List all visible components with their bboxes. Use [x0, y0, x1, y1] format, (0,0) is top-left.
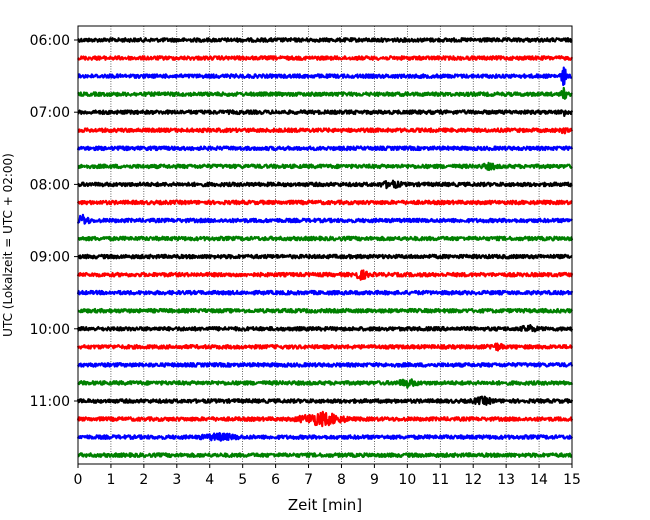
x-axis: 0 1 2 3 4 5 6 7 8 9 10 11 12 13 14 15	[74, 464, 581, 488]
trace-row-10:15	[76, 342, 574, 352]
trace-row-08:15	[76, 199, 573, 206]
trace-row-08:45	[77, 235, 574, 242]
x-tick-label: 12	[464, 472, 482, 488]
x-tick-label: 8	[337, 472, 346, 488]
trace-row-07:30	[76, 145, 574, 152]
trace-row-07:00	[77, 109, 574, 117]
plot-area	[78, 26, 572, 464]
trace-row-10:30	[76, 362, 574, 368]
x-tick-label: 1	[106, 472, 115, 488]
x-tick-label: 7	[304, 472, 313, 488]
x-tick-label: 6	[271, 472, 280, 488]
y-tick-label: 11:00	[30, 394, 70, 410]
trace-row-08:00	[77, 179, 573, 190]
trace-row-09:30	[76, 289, 574, 296]
x-tick-label: 11	[431, 472, 449, 488]
grid-lines	[110, 26, 540, 464]
x-tick-label: 2	[139, 472, 148, 488]
y-axis: 06:00 07:00 08:00 09:00 10:00 11:00	[30, 33, 78, 410]
y-tick-label: 10:00	[30, 322, 70, 338]
trace-row-11:00	[76, 395, 574, 406]
x-tick-label: 5	[238, 472, 247, 488]
x-tick-label: 13	[497, 472, 515, 488]
trace-row-10:00	[76, 324, 574, 333]
trace-row-11:45	[77, 452, 573, 459]
x-tick-label: 14	[530, 472, 548, 488]
x-tick-label: 0	[74, 472, 83, 488]
x-tick-label: 3	[172, 472, 181, 488]
trace-row-06:00	[76, 37, 573, 43]
trace-row-11:15	[76, 410, 574, 428]
trace-row-06:45	[77, 86, 573, 100]
y-tick-label: 07:00	[30, 105, 70, 121]
trace-row-09:15	[76, 269, 574, 281]
y-tick-label: 06:00	[30, 33, 70, 49]
x-tick-label: 10	[398, 472, 416, 488]
x-tick-label: 15	[563, 472, 581, 488]
trace-row-06:15	[76, 55, 574, 61]
trace-group	[76, 37, 574, 459]
trace-row-09:45	[77, 307, 573, 314]
x-tick-label: 4	[205, 472, 214, 488]
x-tick-label: 9	[370, 472, 379, 488]
y-axis-title: UTC (Lokalzeit = UTC + 02:00)	[1, 153, 15, 337]
plot-frame	[77, 25, 573, 465]
trace-row-08:30	[76, 213, 573, 225]
trace-row-09:00	[77, 253, 573, 260]
x-axis-title: Zeit [min]	[288, 496, 362, 514]
y-tick-label: 08:00	[30, 177, 70, 193]
trace-row-07:15	[77, 127, 574, 135]
trace-row-10:45	[77, 378, 574, 389]
y-tick-label: 09:00	[30, 250, 70, 266]
trace-row-11:30	[76, 432, 574, 442]
trace-row-06:30	[77, 66, 573, 87]
trace-row-07:45	[77, 161, 573, 172]
